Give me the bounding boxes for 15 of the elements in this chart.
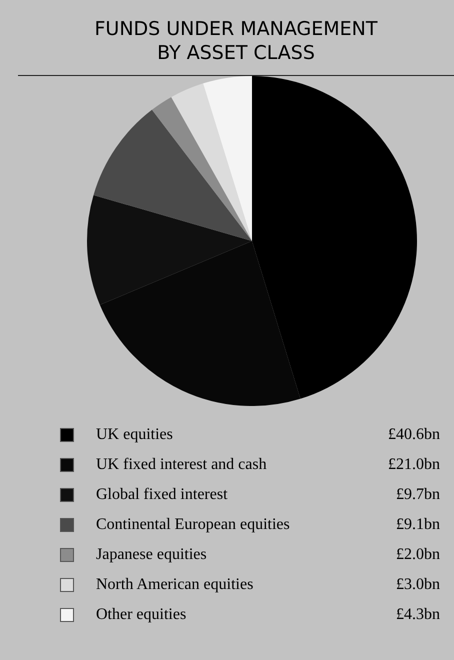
legend-label: Other equities	[96, 606, 188, 624]
legend-label: UK fixed interest and cash	[96, 456, 268, 474]
chart-title: FUNDS UNDER MANAGEMENT BY ASSET CLASS	[18, 0, 454, 76]
legend-label: Continental European equities	[96, 516, 291, 534]
data-label: £3.0bn	[396, 576, 440, 594]
legend-label: Japanese equities	[96, 546, 208, 564]
data-label: £21.0bn	[388, 456, 440, 474]
legend-label: Global fixed interest	[96, 486, 229, 504]
data-label: £9.7bn	[396, 486, 440, 504]
data-label: £4.3bn	[396, 606, 440, 624]
data-label: £9.1bn	[396, 516, 440, 534]
data-label: £2.0bn	[396, 546, 440, 564]
data-label: £40.6bn	[388, 426, 440, 444]
legend-label: North American equities	[96, 576, 254, 594]
legend-label: UK equities	[96, 426, 174, 444]
